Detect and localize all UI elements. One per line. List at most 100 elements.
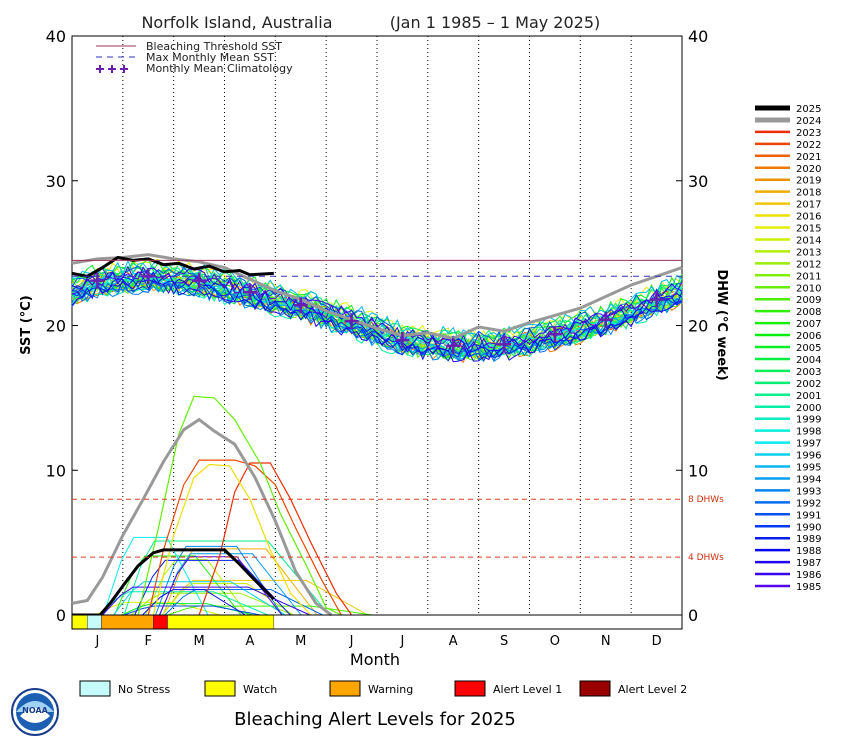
dhw-line-2017 (162, 579, 368, 616)
climatology-cross (90, 272, 105, 289)
y-tick-label-right: 10 (688, 461, 708, 480)
month-tick-label: A (449, 634, 458, 649)
year-legend-label-1995: 1995 (796, 463, 821, 474)
alert-legend-label: No Stress (118, 683, 171, 696)
y-tick-label-left: 10 (46, 461, 66, 480)
month-tick-label: S (500, 634, 508, 649)
y-tick-label-left: 20 (46, 317, 66, 336)
legend-climatology-crosses (96, 65, 128, 73)
year-legend-label-2004: 2004 (796, 355, 821, 366)
sst-line-2024 (71, 253, 683, 341)
dhw-line-2016 (152, 463, 312, 616)
year-legend-label-2005: 2005 (796, 343, 821, 354)
chart-date-range: (Jan 1 1985 – 1 May 2025) (390, 13, 601, 32)
month-grid (122, 36, 632, 615)
dhw-line-1997 (102, 536, 209, 616)
month-tick-label: D (652, 634, 662, 649)
dhw-line-1993 (155, 545, 283, 616)
alert-legend-label: Alert Level 1 (493, 683, 562, 696)
alert-bar-segment (101, 614, 154, 630)
climatology-cross (344, 313, 359, 330)
y-tick-label-right: 40 (688, 27, 708, 46)
dhw-line-1991 (123, 605, 261, 616)
dhw-reference-label: 8 DHWs (688, 495, 724, 505)
year-legend-label-2009: 2009 (796, 295, 821, 306)
dhw-line-2013 (145, 559, 249, 616)
year-legend-label-1991: 1991 (796, 510, 821, 521)
alert-legend-swatch (329, 680, 361, 697)
climatology-cross (293, 297, 308, 314)
sst-lines (71, 253, 683, 363)
year-legend-label-1992: 1992 (796, 498, 821, 509)
dhw-line-2001 (123, 540, 330, 616)
month-tick-label: N (601, 634, 611, 649)
y-axis-label-right: DHW (°C week) (714, 269, 729, 380)
alert-legend-swatch (79, 680, 111, 697)
year-legend-label-2025: 2025 (796, 104, 821, 115)
year-legend-label-2007: 2007 (796, 319, 821, 330)
alert-level-legend: No Stress Watch Warning Alert Level 1 Alert … (79, 680, 687, 697)
dhw-line-2010 (137, 395, 342, 616)
sst-line-1985 (71, 266, 683, 351)
y-tick-label-left: 0 (56, 606, 66, 625)
month-tick-label: J (94, 634, 99, 649)
year-legend-label-1996: 1996 (796, 451, 821, 462)
dhw-reference-label: 4 DHWs (688, 553, 724, 563)
climatology-cross (598, 311, 613, 328)
alert-legend-label: Warning (368, 683, 413, 696)
y-tick-label-right: 20 (688, 317, 708, 336)
climatology-cross (497, 336, 512, 353)
year-legend-label-2000: 2000 (796, 403, 821, 414)
sst-line-2007 (71, 265, 683, 349)
year-legend-label-2024: 2024 (796, 116, 821, 127)
alert-bar (71, 614, 683, 630)
year-legend-label-2012: 2012 (796, 259, 821, 270)
climatology-cross (649, 291, 664, 308)
sst-line-1991 (71, 265, 683, 346)
legend-threshold-label: Bleaching Threshold SST (146, 40, 282, 53)
sst-line-1995 (71, 259, 683, 340)
dhw-line-1988 (142, 589, 246, 616)
month-tick-label: M (193, 634, 204, 649)
dhw-line-2007 (114, 555, 242, 616)
year-legend-label-2010: 2010 (796, 283, 821, 294)
year-legend-label-2021: 2021 (796, 152, 821, 163)
year-legend-label-2016: 2016 (796, 212, 821, 223)
month-tick-label: A (245, 634, 254, 649)
year-legend-label-1999: 1999 (796, 415, 821, 426)
year-legend: 2025202420232022202120202019201820172016… (755, 104, 821, 593)
dhw-lines (71, 395, 373, 617)
alert-legend-swatch (454, 680, 486, 697)
y-tick-label-left: 30 (46, 172, 66, 191)
year-legend-label-2019: 2019 (796, 176, 821, 187)
climatology-markers (90, 268, 664, 354)
alert-legend-swatch (204, 680, 236, 697)
year-legend-label-2023: 2023 (796, 128, 821, 139)
year-legend-label-2001: 2001 (796, 391, 821, 402)
month-tick-label: F (145, 634, 152, 649)
climatology-cross (192, 272, 207, 289)
year-legend-label-1987: 1987 (796, 558, 821, 569)
climatology-cross (547, 326, 562, 343)
year-legend-label-2014: 2014 (796, 235, 821, 246)
axes: 0 0 10 10 20 20 30 30 40 40 J F M A M J J A S O N D (46, 27, 709, 649)
y-tick-label-left: 40 (46, 27, 66, 46)
dhw-line-1989 (134, 559, 291, 616)
alert-bar-segment (71, 614, 88, 630)
year-legend-label-2013: 2013 (796, 247, 821, 258)
year-legend-label-1990: 1990 (796, 522, 821, 533)
alert-bar-segment (167, 614, 275, 630)
year-legend-label-2022: 2022 (796, 140, 821, 151)
dhw-line-1996 (113, 581, 286, 616)
dhw-line-2024 (71, 417, 333, 617)
year-legend-label-1989: 1989 (796, 534, 821, 545)
year-legend-label-2020: 2020 (796, 164, 821, 175)
dhw-line-2015 (95, 601, 221, 616)
alert-bar-segment (153, 614, 168, 630)
year-legend-label-1994: 1994 (796, 474, 821, 485)
year-legend-label-2006: 2006 (796, 331, 821, 342)
reference-lines: 8 DHWs 4 DHWs (72, 259, 724, 563)
sst-line-2025 (71, 255, 274, 278)
year-legend-label-2011: 2011 (796, 271, 821, 282)
